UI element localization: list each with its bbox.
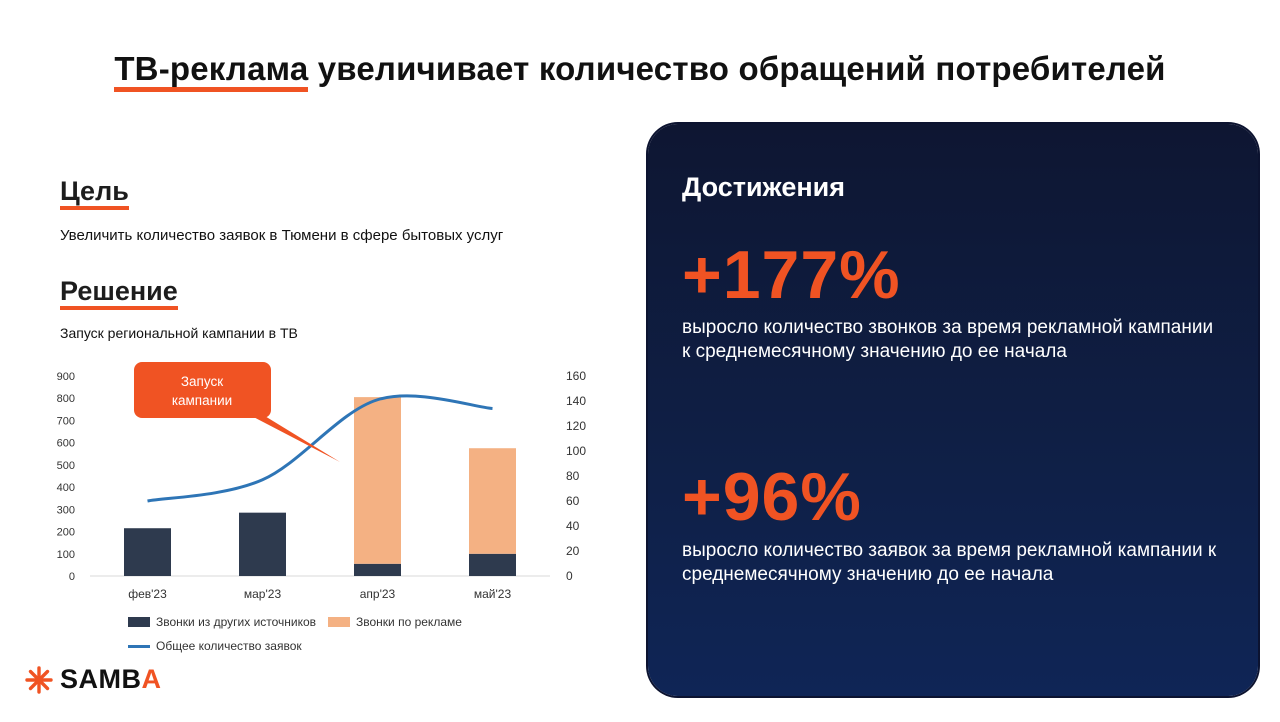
title-rest: увеличивает количество обращений потреби… [308,50,1166,87]
legend-label: Звонки из других источников [156,615,317,629]
bar-other-calls [354,563,401,576]
combo-chart: 0 100 200 300 400 500 600 700 800 900 0 20 40 60 80 10… [57,362,586,601]
y-left-tick-label: 600 [57,438,75,450]
bar-other-calls [239,512,286,576]
solution-text: Запуск региональной кампании в ТВ [60,325,298,341]
callout: Запуск кампании [134,362,340,462]
y-right-tick-label: 80 [566,469,580,483]
callout-line1: Запуск [181,374,223,389]
x-tick-label: фев'23 [128,587,167,601]
y-left-tick-label: 900 [57,371,75,383]
y-right-tick-label: 120 [566,419,586,433]
series-line-total-requests [147,394,493,503]
legend-swatch-line [128,644,150,648]
samba-logo: SAMBA [24,664,162,695]
legend-swatch-navy [128,617,150,627]
achievements-heading: Достижения [682,172,846,202]
x-tick-label: май'23 [474,587,512,601]
achievement-value-calls: +177% [682,237,901,313]
y-right-tick-label: 20 [566,544,580,558]
y-right-tick-label: 140 [566,394,586,408]
y-left-tick-label: 800 [57,393,75,405]
achievements-panel: Достижения +177% выросло количество звон… [648,124,1258,696]
y-right-tick-label: 40 [566,519,580,533]
bar-ad-calls [354,397,401,564]
y-left-tick-label: 400 [57,482,75,494]
asterisk-logo-icon [25,665,53,694]
y-axis-right: 0 20 40 60 80 100 120 140 160 [566,369,586,583]
achievement-value-requests: +96% [682,459,862,535]
achievement-text-requests: выросло количество заявок за время рекла… [682,540,1217,585]
page-title: ТВ-реклама увеличивает количество обраще… [0,50,1280,92]
title-highlight: ТВ-реклама [114,50,309,92]
callout-pointer [240,410,340,462]
legend-item-ad-calls: Звонки по рекламе [328,615,462,629]
legend-swatch-peach [328,617,350,627]
y-axis-left: 0 100 200 300 400 500 600 700 800 900 [57,371,75,583]
goal-heading: Цель [60,176,129,210]
y-left-tick-label: 0 [69,571,75,583]
achievement-text-calls: выросло количество звонков за время рекл… [682,317,1214,362]
legend-label: Общее количество заявок [156,639,302,653]
callout-box [134,362,271,418]
logo-wordmark: SAMBA [60,664,162,694]
y-left-tick-label: 300 [57,504,75,516]
bar-ad-calls [469,448,516,554]
bars [124,397,516,576]
x-tick-label: апр'23 [360,587,396,601]
x-axis-labels: фев'23 мар'23 апр'23 май'23 [128,587,511,601]
callout-line2: кампании [172,393,232,408]
y-left-tick-label: 200 [57,527,75,539]
x-tick-label: мар'23 [244,587,282,601]
bar-other-calls [124,528,171,576]
solution-heading: Решение [60,276,178,310]
y-left-tick-label: 100 [57,549,75,561]
legend-label: Звонки по рекламе [356,615,462,629]
y-right-tick-label: 0 [566,569,573,583]
y-left-tick-label: 700 [57,415,75,427]
y-left-tick-label: 500 [57,460,75,472]
y-right-tick-label: 160 [566,369,586,383]
goal-text: Увеличить количество заявок в Тюмени в с… [60,227,504,244]
legend-item-other-calls: Звонки из других источников [128,615,316,629]
y-right-tick-label: 100 [566,444,586,458]
y-right-tick-label: 60 [566,494,580,508]
bar-other-calls [469,553,516,576]
legend-item-total-requests: Общее количество заявок [128,639,302,653]
